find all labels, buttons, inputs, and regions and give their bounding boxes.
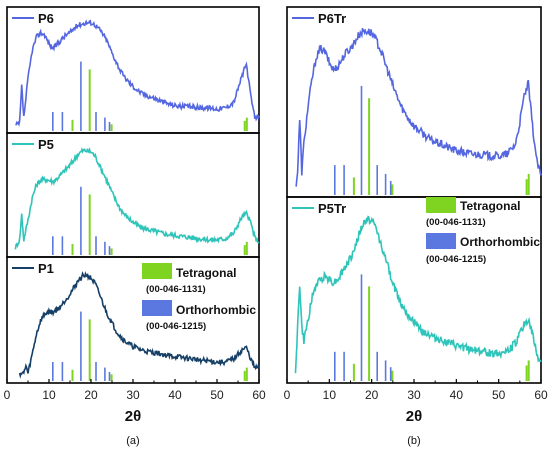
x-tick-label: 60 [534,388,548,402]
x-tick-label: 20 [365,388,379,402]
panel-a-x-ticks: 0 10 20 30 40 50 60 [4,379,266,402]
series-line-p6 [15,19,260,128]
series-line-p1 [18,270,260,379]
panel-b: P6Tr P5Tr Tetragonal (00-046-1131) Ortho… [284,6,548,447]
x-tick-label: 20 [84,388,98,402]
panel-b-x-axis-title: 2θ [406,408,422,425]
panel-a-series [14,19,260,379]
legend-a-tetragonal-code: (00-046-1131) [146,284,206,295]
legend-a-tetragonal-swatch [142,263,172,279]
p6-label: P6 [38,11,54,26]
series-line-p5 [14,146,260,250]
legend-a-orthorhombic-code: (00-046-1215) [146,321,206,332]
legend-b-orthorhombic-swatch [426,233,456,249]
x-tick-label: 40 [450,388,464,402]
legend-a-orthorhombic-swatch [142,300,172,316]
legend-a-orthorhombic-label: Orthorhombic [176,303,256,317]
x-tick-label: 40 [168,388,182,402]
x-tick-label: 0 [4,388,11,402]
p1-label: P1 [38,261,54,276]
panel-b-series [294,28,542,374]
panel-b-x-ticks: 0 10 20 30 40 50 60 [284,379,548,402]
panel-a: P6 P5 P1 Tetragonal (00-046-1131) Orthor… [4,6,266,447]
p6tr-label: P6Tr [318,11,346,26]
x-tick-label: 10 [42,388,56,402]
series-line-p5tr [294,215,542,374]
x-tick-label: 50 [492,388,506,402]
x-tick-label: 50 [210,388,224,402]
p5tr-label: P5Tr [318,201,346,216]
panel-b-subplot-p6tr [286,6,542,198]
x-tick-label: 30 [126,388,140,402]
panel-a-reference-lines [51,61,248,381]
legend-b-tetragonal-swatch [426,197,456,213]
x-tick-label: 10 [323,388,337,402]
legend-b-tetragonal-label: Tetragonal [460,199,520,213]
legend-b-tetragonal-code: (00-046-1131) [426,217,486,228]
panel-b-reference-lines [333,85,530,381]
legend-a-tetragonal-label: Tetragonal [176,266,236,280]
p5-label: P5 [38,137,54,152]
x-tick-label: 30 [407,388,421,402]
panel-b-tag: (b) [407,435,420,447]
panel-b-subplot-p5tr [286,196,542,384]
series-line-p6tr [295,28,542,187]
x-tick-label: 0 [284,388,291,402]
x-tick-label: 60 [252,388,266,402]
panel-a-x-axis-title: 2θ [125,408,141,425]
legend-b-orthorhombic-code: (00-046-1215) [426,254,486,265]
panel-a-tag: (a) [126,435,139,447]
legend-b-orthorhombic-label: Orthorhombic [460,235,540,249]
